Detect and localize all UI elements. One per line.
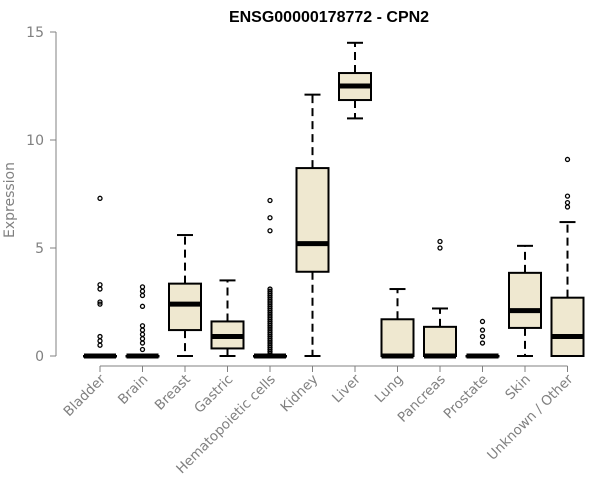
box-8 bbox=[423, 238, 457, 359]
boxes-layer bbox=[83, 41, 585, 359]
x-tick-label-6: Liver bbox=[329, 371, 364, 406]
outlier-1-3 bbox=[139, 331, 146, 338]
outlier-11-0 bbox=[564, 204, 571, 210]
y-axis: 0 5 10 15 bbox=[26, 25, 57, 365]
outlier-0-2 bbox=[97, 333, 103, 340]
outlier-1-0 bbox=[139, 346, 146, 353]
outlier-9-3 bbox=[479, 318, 486, 325]
outlier-9-2 bbox=[479, 327, 486, 333]
box-0 bbox=[83, 195, 117, 359]
outlier-11-1 bbox=[564, 199, 571, 206]
outlier-4-29 bbox=[267, 288, 273, 294]
box-9 bbox=[465, 318, 500, 359]
outlier-1-2 bbox=[139, 336, 146, 342]
box-rect-7 bbox=[380, 318, 415, 357]
box-rect-2 bbox=[168, 282, 202, 332]
outlier-0-3 bbox=[97, 301, 103, 307]
box-rect-5 bbox=[295, 167, 330, 273]
outlier-11-2 bbox=[564, 193, 571, 199]
x-tick-label-2: Breast bbox=[152, 372, 194, 414]
x-tick-label-10: Skin bbox=[502, 372, 534, 404]
box-10 bbox=[508, 244, 542, 357]
x-tick-label-0: Bladder bbox=[61, 371, 110, 420]
outlier-1-4 bbox=[139, 327, 146, 333]
outlier-8-1 bbox=[437, 238, 443, 245]
y-tick-label-1: 5 bbox=[35, 241, 44, 257]
chart-title: ENSG00000178772 - CPN2 bbox=[229, 9, 429, 26]
box-rect-8 bbox=[423, 325, 457, 357]
outlier-8-0 bbox=[437, 245, 443, 251]
y-tick-label-0: 0 bbox=[35, 349, 44, 365]
outlier-9-0 bbox=[479, 340, 486, 346]
outlier-4-30 bbox=[267, 286, 273, 292]
outlier-0-1 bbox=[97, 338, 103, 344]
box-11 bbox=[550, 156, 585, 357]
outlier-1-8 bbox=[139, 288, 146, 294]
x-tick-label-9: Prostate bbox=[441, 372, 492, 423]
outlier-1-1 bbox=[139, 340, 146, 346]
outlier-9-1 bbox=[479, 333, 486, 340]
outlier-0-7 bbox=[97, 195, 103, 201]
y-axis-title: Expression bbox=[2, 162, 18, 238]
outlier-0-5 bbox=[97, 286, 103, 292]
outlier-4-32 bbox=[267, 215, 273, 221]
x-tick-label-1: Brain bbox=[115, 372, 151, 408]
outlier-0-6 bbox=[97, 282, 103, 288]
box-rect-11 bbox=[550, 296, 585, 357]
outlier-0-0 bbox=[97, 342, 103, 348]
box-2 bbox=[168, 234, 202, 357]
box-7 bbox=[380, 288, 415, 359]
outlier-1-7 bbox=[139, 292, 146, 299]
box-5 bbox=[295, 93, 330, 357]
outlier-4-33 bbox=[267, 197, 273, 204]
y-tick-label-3: 15 bbox=[26, 25, 44, 41]
outlier-1-9 bbox=[139, 284, 146, 290]
box-3 bbox=[210, 279, 245, 357]
outlier-1-6 bbox=[139, 303, 146, 309]
y-tick-label-2: 10 bbox=[26, 133, 44, 149]
box-4 bbox=[253, 197, 287, 359]
outlier-11-3 bbox=[564, 156, 571, 163]
x-tick-label-5: Kidney bbox=[277, 372, 321, 416]
outlier-1-5 bbox=[139, 323, 146, 329]
x-tick-label-7: Lung bbox=[372, 372, 407, 407]
box-6 bbox=[338, 41, 372, 120]
outlier-4-31 bbox=[267, 228, 273, 234]
outlier-0-4 bbox=[97, 299, 103, 305]
box-rect-10 bbox=[508, 271, 542, 329]
box-1 bbox=[125, 284, 160, 359]
